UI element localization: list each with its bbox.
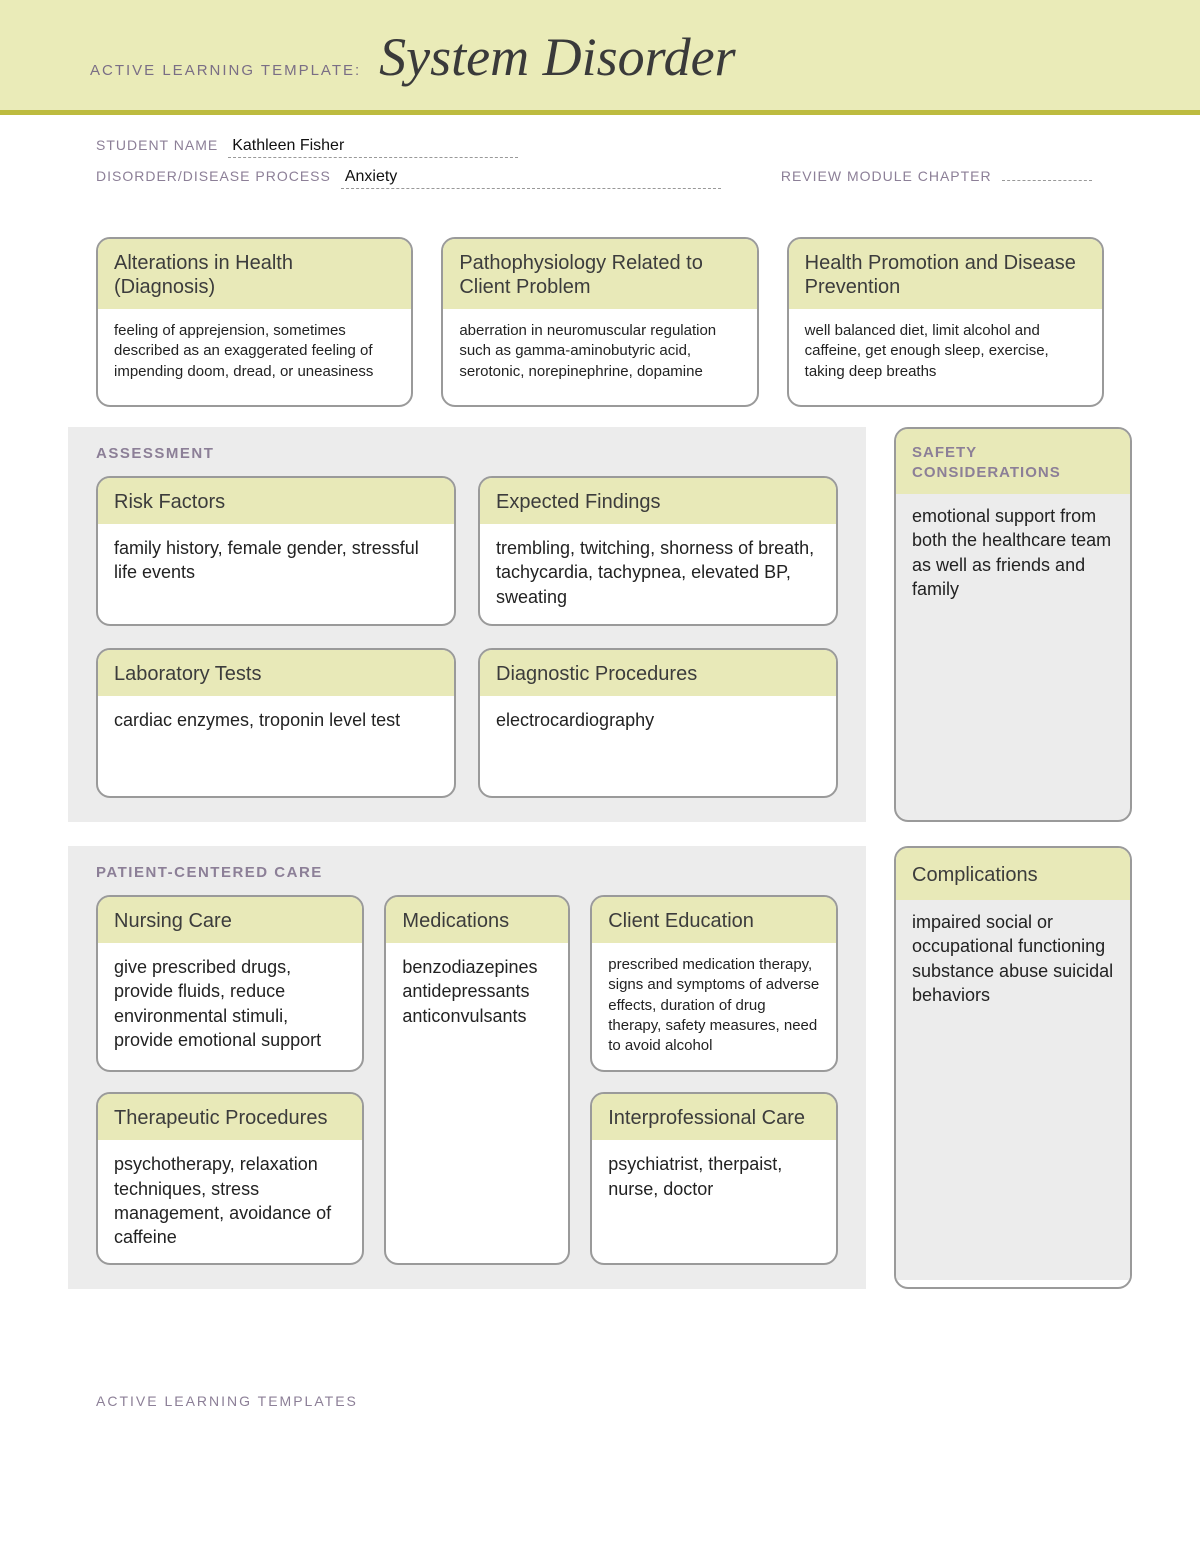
fields-block: STUDENT NAME Kathleen Fisher DISORDER/DI… (0, 115, 1200, 209)
disorder-value[interactable]: Anxiety (341, 168, 721, 189)
complications-title: Complications (896, 848, 1130, 900)
medications-title: Medications (386, 897, 568, 947)
risk-factors-title: Risk Factors (98, 478, 454, 528)
medications-card: Medications benzodiazepines antidepressa… (384, 895, 570, 1265)
risk-factors-card: Risk Factors family history, female gend… (96, 476, 456, 626)
diagnostic-procedures-body: electrocardiography (480, 700, 836, 746)
header-prefix: ACTIVE LEARNING TEMPLATE: (90, 62, 361, 79)
alterations-card: Alterations in Health (Diagnosis) feelin… (96, 237, 413, 407)
complications-body: impaired social or occupational function… (896, 900, 1130, 1280)
expected-findings-body: trembling, twitching, shorness of breath… (480, 528, 836, 623)
client-education-card: Client Education prescribed medication t… (590, 895, 838, 1072)
pcc-section: PATIENT-CENTERED CARE Nursing Care give … (68, 846, 866, 1289)
complications-column: Complications impaired social or occupat… (894, 846, 1132, 1289)
header-inner: ACTIVE LEARNING TEMPLATE: System Disorde… (90, 26, 736, 88)
interprofessional-care-body: psychiatrist, therpaist, nurse, doctor (592, 1144, 836, 1215)
laboratory-tests-body: cardiac enzymes, troponin level test (98, 700, 454, 746)
client-education-body: prescribed medication therapy, signs and… (592, 947, 836, 1070)
interprofessional-care-card: Interprofessional Care psychiatrist, the… (590, 1092, 838, 1265)
therapeutic-procedures-title: Therapeutic Procedures (98, 1094, 362, 1144)
assessment-section-title: ASSESSMENT (96, 445, 838, 462)
student-name-label: STUDENT NAME (96, 137, 218, 153)
risk-factors-body: family history, female gender, stressful… (98, 528, 454, 599)
chapter-label: REVIEW MODULE CHAPTER (781, 168, 992, 184)
pathophysiology-body: aberration in neuromuscular regulation s… (443, 313, 756, 396)
pathophysiology-title: Pathophysiology Related to Client Proble… (443, 239, 756, 313)
student-name-value[interactable]: Kathleen Fisher (228, 137, 518, 158)
pcc-section-title: PATIENT-CENTERED CARE (96, 864, 838, 881)
laboratory-tests-title: Laboratory Tests (98, 650, 454, 700)
therapeutic-procedures-body: psychotherapy, relaxation techniques, st… (98, 1144, 362, 1263)
therapeutic-procedures-card: Therapeutic Procedures psychotherapy, re… (96, 1092, 364, 1265)
safety-body: emotional support from both the healthca… (896, 494, 1130, 617)
laboratory-tests-card: Laboratory Tests cardiac enzymes, tropon… (96, 648, 456, 798)
alterations-title: Alterations in Health (Diagnosis) (98, 239, 411, 313)
assessment-section: ASSESSMENT Risk Factors family history, … (68, 427, 866, 822)
expected-findings-title: Expected Findings (480, 478, 836, 528)
nursing-care-title: Nursing Care (98, 897, 362, 947)
disorder-row: DISORDER/DISEASE PROCESS Anxiety REVIEW … (96, 168, 1104, 189)
nursing-care-card: Nursing Care give prescribed drugs, prov… (96, 895, 364, 1072)
health-promotion-card: Health Promotion and Disease Prevention … (787, 237, 1104, 407)
diagnostic-procedures-title: Diagnostic Procedures (480, 650, 836, 700)
page-root: ACTIVE LEARNING TEMPLATE: System Disorde… (0, 0, 1200, 1449)
assessment-row: ASSESSMENT Risk Factors family history, … (0, 427, 1200, 822)
pcc-row: PATIENT-CENTERED CARE Nursing Care give … (0, 846, 1200, 1289)
nursing-care-body: give prescribed drugs, provide fluids, r… (98, 947, 362, 1066)
chapter-value[interactable] (1002, 178, 1092, 181)
alterations-body: feeling of apprejension, sometimes descr… (98, 313, 411, 396)
top-cards-row: Alterations in Health (Diagnosis) feelin… (0, 209, 1200, 427)
student-name-row: STUDENT NAME Kathleen Fisher (96, 137, 1104, 158)
safety-title: SAFETY CONSIDERATIONS (896, 429, 1130, 494)
medications-body: benzodiazepines antidepressants anticonv… (386, 947, 568, 1042)
footer-label: ACTIVE LEARNING TEMPLATES (0, 1313, 1200, 1449)
header-band: ACTIVE LEARNING TEMPLATE: System Disorde… (0, 0, 1200, 110)
safety-column: SAFETY CONSIDERATIONS emotional support … (894, 427, 1132, 822)
diagnostic-procedures-card: Diagnostic Procedures electrocardiograph… (478, 648, 838, 798)
header-title: System Disorder (379, 26, 735, 88)
safety-card: SAFETY CONSIDERATIONS emotional support … (894, 427, 1132, 822)
disorder-label: DISORDER/DISEASE PROCESS (96, 168, 331, 184)
pathophysiology-card: Pathophysiology Related to Client Proble… (441, 237, 758, 407)
interprofessional-care-title: Interprofessional Care (592, 1094, 836, 1144)
health-promotion-title: Health Promotion and Disease Prevention (789, 239, 1102, 313)
health-promotion-body: well balanced diet, limit alcohol and ca… (789, 313, 1102, 396)
client-education-title: Client Education (592, 897, 836, 947)
complications-card: Complications impaired social or occupat… (894, 846, 1132, 1289)
expected-findings-card: Expected Findings trembling, twitching, … (478, 476, 838, 626)
